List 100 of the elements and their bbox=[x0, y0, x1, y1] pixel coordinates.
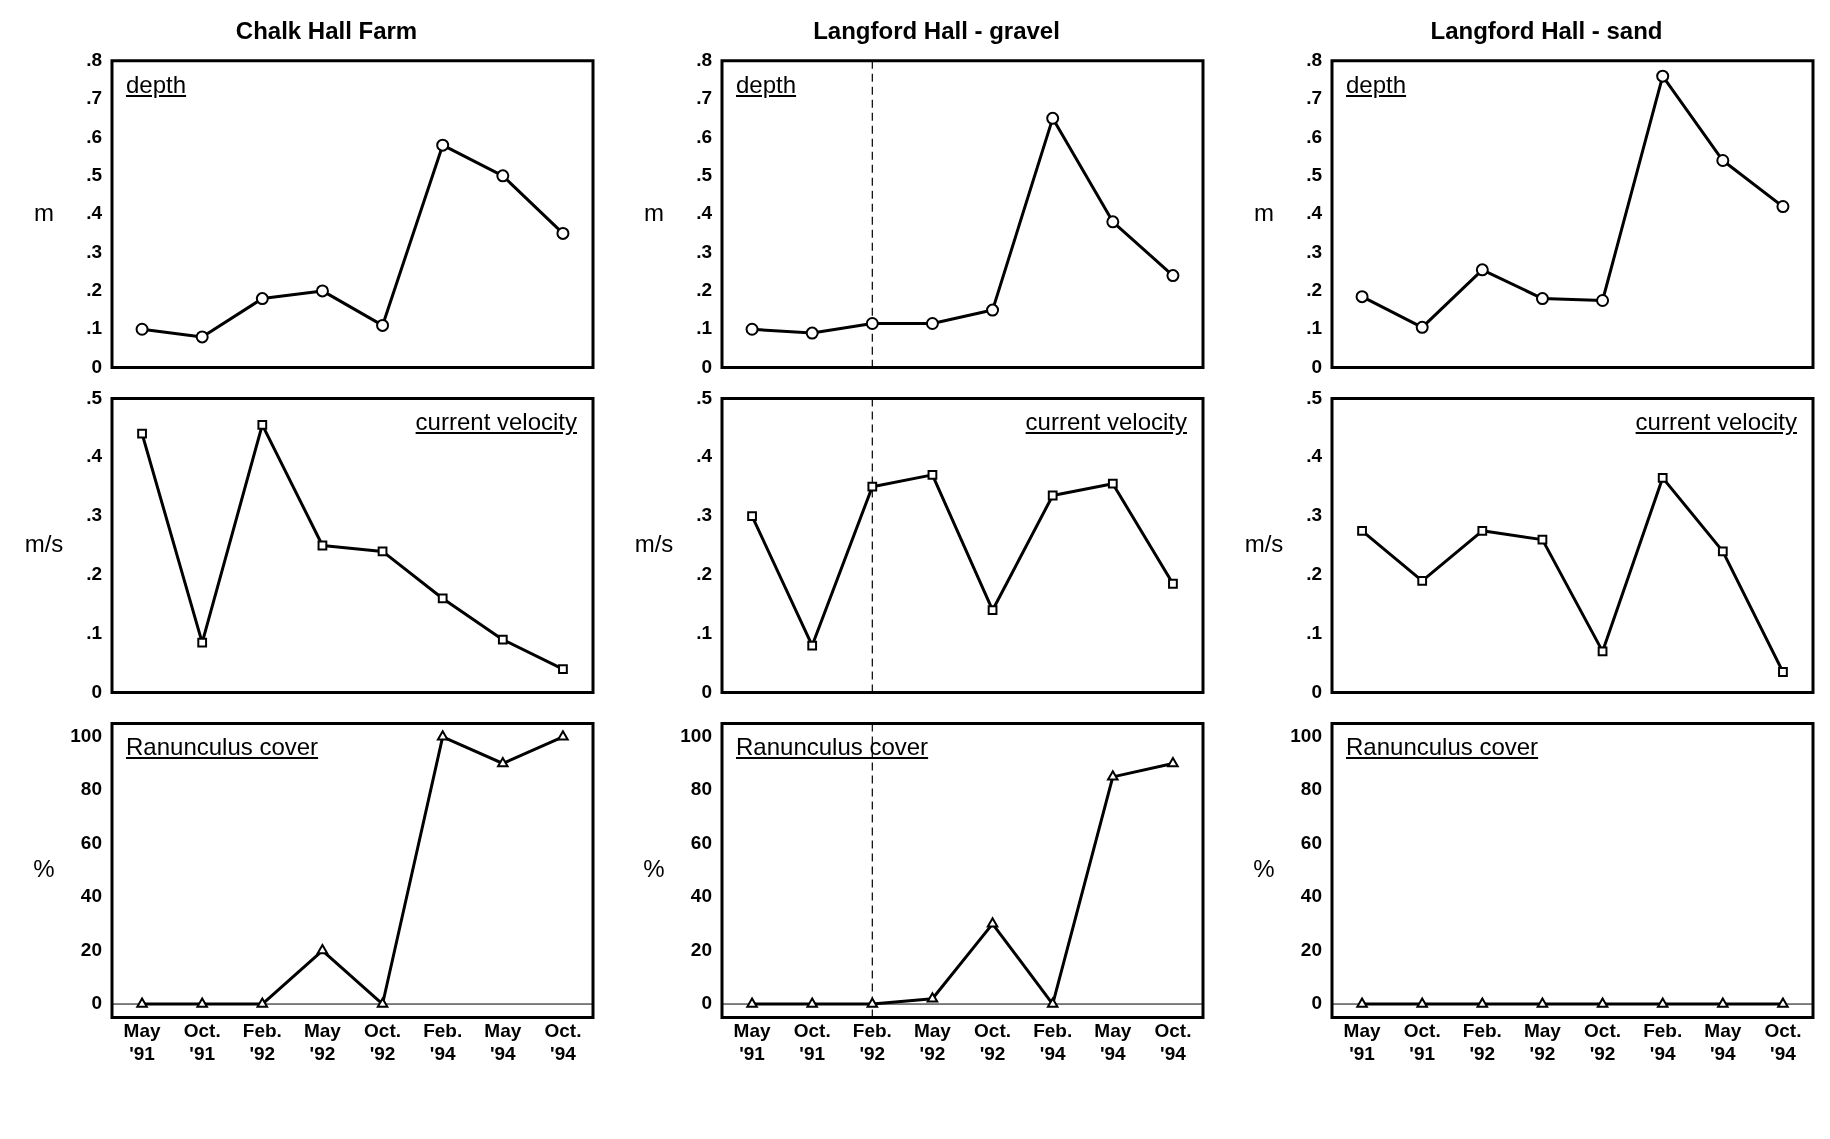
y-tick-label: 0 bbox=[1311, 680, 1322, 702]
y-tick-label: .3 bbox=[696, 240, 712, 262]
y-tick-label: .4 bbox=[696, 202, 713, 224]
x-tick-label: Oct. '91 bbox=[183, 1020, 221, 1064]
y-tick-label: .7 bbox=[1306, 87, 1322, 109]
x-tick-label: Oct. '91 bbox=[793, 1020, 831, 1064]
annotation: depth bbox=[1346, 70, 1407, 99]
x-tick-label: Oct. '92 bbox=[1584, 1020, 1622, 1064]
x-tick-label: Oct. '92 bbox=[974, 1020, 1012, 1064]
x-tick-label: Feb. '92 bbox=[852, 1020, 892, 1064]
y-tick-label: 100 bbox=[1290, 725, 1322, 746]
x-tick-label: May '94 bbox=[1094, 1020, 1132, 1064]
y-tick-label: 80 bbox=[80, 778, 102, 800]
y-tick-label: .1 bbox=[1306, 621, 1323, 643]
y-axis-title: m/s bbox=[24, 530, 64, 558]
y-tick-label: .2 bbox=[1306, 279, 1322, 301]
y-tick-label: .7 bbox=[86, 87, 102, 109]
y-tick-label: .1 bbox=[86, 621, 103, 643]
annotation: Ranunculus cover bbox=[126, 733, 319, 762]
x-tick-label: May '92 bbox=[303, 1020, 342, 1064]
y-tick-label: .2 bbox=[86, 563, 102, 585]
y-tick-label: .5 bbox=[696, 164, 713, 186]
y-axis-title: % bbox=[1253, 855, 1275, 883]
y-tick-label: .3 bbox=[1306, 504, 1322, 526]
y-axis-title: m bbox=[644, 198, 664, 226]
x-tick-label: May '91 bbox=[733, 1020, 771, 1064]
annotation: current velocity bbox=[1635, 408, 1797, 437]
y-tick-label: .1 bbox=[1306, 317, 1323, 339]
annotation: current velocity bbox=[1025, 408, 1187, 437]
y-tick-label: .2 bbox=[696, 563, 712, 585]
annotation: current velocity bbox=[415, 408, 577, 437]
x-tick-label: May '92 bbox=[1523, 1020, 1562, 1064]
y-tick-label: 60 bbox=[1300, 831, 1322, 853]
y-tick-label: 40 bbox=[80, 885, 102, 907]
y-tick-label: .5 bbox=[86, 164, 103, 186]
x-tick-label: Feb. '94 bbox=[1033, 1020, 1073, 1064]
x-tick-label: May '92 bbox=[913, 1020, 952, 1064]
y-tick-label: 0 bbox=[701, 355, 712, 377]
y-tick-label: 0 bbox=[701, 992, 712, 1014]
y-tick-label: 0 bbox=[91, 355, 102, 377]
y-tick-label: .1 bbox=[696, 317, 713, 339]
annotation: Ranunculus cover bbox=[1346, 733, 1539, 762]
y-tick-label: .3 bbox=[86, 504, 102, 526]
y-tick-label: .7 bbox=[696, 87, 712, 109]
x-tick-label: May '94 bbox=[1704, 1020, 1742, 1064]
x-tick-label: May '94 bbox=[484, 1020, 522, 1064]
y-tick-label: 40 bbox=[690, 885, 712, 907]
y-tick-label: 100 bbox=[680, 725, 712, 746]
annotation: depth bbox=[736, 70, 797, 99]
y-tick-label: .5 bbox=[1306, 386, 1323, 408]
x-tick-label: Oct. '94 bbox=[1764, 1020, 1802, 1064]
y-tick-label: .5 bbox=[696, 386, 713, 408]
y-tick-label: 20 bbox=[80, 938, 102, 960]
y-tick-label: 0 bbox=[1311, 992, 1322, 1014]
y-tick-label: 20 bbox=[1300, 938, 1322, 960]
x-tick-label: Oct. '94 bbox=[544, 1020, 582, 1064]
y-axis-title: m/s bbox=[1244, 530, 1284, 558]
y-tick-label: .6 bbox=[86, 125, 102, 147]
y-tick-label: .8 bbox=[1306, 49, 1322, 71]
y-tick-label: .6 bbox=[1306, 125, 1322, 147]
y-axis-title: m bbox=[34, 198, 54, 226]
chart-title: Chalk Hall Farm bbox=[235, 17, 418, 45]
y-tick-label: .3 bbox=[1306, 240, 1322, 262]
x-tick-label: May '91 bbox=[123, 1020, 161, 1064]
y-axis-title: m/s bbox=[634, 530, 674, 558]
chart-title: Langford Hall - sand bbox=[1430, 17, 1663, 45]
y-tick-label: .4 bbox=[1306, 445, 1323, 467]
y-tick-label: 40 bbox=[1300, 885, 1322, 907]
annotation: Ranunculus cover bbox=[736, 733, 929, 762]
y-tick-label: 60 bbox=[690, 831, 712, 853]
x-tick-label: Feb. '94 bbox=[423, 1020, 463, 1064]
y-tick-label: 0 bbox=[1311, 355, 1322, 377]
y-tick-label: 20 bbox=[690, 938, 712, 960]
y-tick-label: 0 bbox=[91, 680, 102, 702]
y-tick-label: .1 bbox=[86, 317, 103, 339]
y-tick-label: .4 bbox=[86, 202, 103, 224]
x-tick-label: Feb. '94 bbox=[1643, 1020, 1683, 1064]
x-tick-label: Feb. '92 bbox=[1462, 1020, 1502, 1064]
x-tick-label: May '91 bbox=[1343, 1020, 1381, 1064]
y-tick-label: 80 bbox=[1300, 778, 1322, 800]
x-tick-label: Oct. '92 bbox=[364, 1020, 402, 1064]
y-axis-title: m bbox=[1254, 198, 1274, 226]
chart-title: Langford Hall - gravel bbox=[813, 17, 1060, 45]
x-tick-label: Oct. '91 bbox=[1403, 1020, 1441, 1064]
y-tick-label: .1 bbox=[696, 621, 713, 643]
y-tick-label: 80 bbox=[690, 778, 712, 800]
y-tick-label: 60 bbox=[80, 831, 102, 853]
y-tick-label: .8 bbox=[696, 49, 712, 71]
y-tick-label: .6 bbox=[696, 125, 712, 147]
y-tick-label: .4 bbox=[86, 445, 103, 467]
x-tick-label: Oct. '94 bbox=[1154, 1020, 1192, 1064]
y-tick-label: .4 bbox=[696, 445, 713, 467]
annotation: depth bbox=[126, 70, 187, 99]
y-tick-label: .3 bbox=[696, 504, 712, 526]
y-tick-label: .8 bbox=[86, 49, 102, 71]
y-axis-title: % bbox=[33, 855, 55, 883]
y-tick-label: .2 bbox=[1306, 563, 1322, 585]
y-tick-label: .4 bbox=[1306, 202, 1323, 224]
y-tick-label: .5 bbox=[1306, 164, 1323, 186]
y-tick-label: 100 bbox=[70, 725, 102, 746]
